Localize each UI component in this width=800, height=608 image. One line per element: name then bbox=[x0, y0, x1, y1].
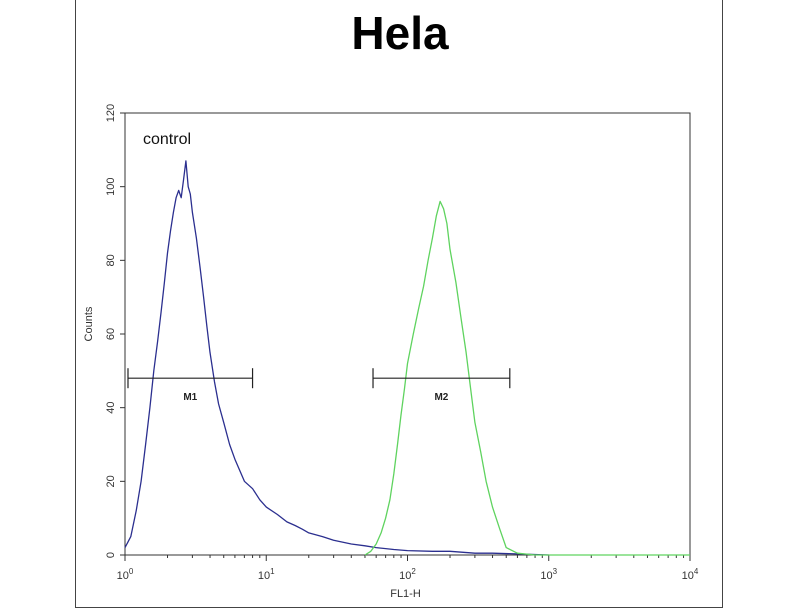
y-tick-label: 80 bbox=[105, 254, 117, 266]
chart-title: Hela bbox=[351, 7, 449, 59]
x-tick-label: 102 bbox=[399, 567, 416, 582]
x-tick-label: 100 bbox=[117, 567, 134, 582]
y-tick-label: 120 bbox=[105, 104, 117, 122]
marker-label: M1 bbox=[183, 392, 197, 403]
x-tick-label: 103 bbox=[540, 567, 557, 582]
y-tick-label: 20 bbox=[105, 475, 117, 487]
y-axis-label: Counts bbox=[83, 306, 95, 341]
annotation-control: control bbox=[143, 131, 191, 148]
x-axis-label: FL1-H bbox=[390, 588, 421, 600]
series-line-2 bbox=[364, 200, 690, 556]
y-tick-label: 0 bbox=[105, 552, 117, 558]
y-tick-label: 40 bbox=[105, 402, 117, 414]
y-tick-label: 100 bbox=[105, 177, 117, 195]
markers-group: M1 M2 bbox=[127, 368, 511, 403]
series-group bbox=[124, 160, 690, 556]
marker-label: M2 bbox=[434, 392, 448, 403]
y-tick-label: 60 bbox=[105, 328, 117, 340]
plot-area bbox=[124, 112, 691, 556]
x-tick-label: 101 bbox=[258, 567, 275, 582]
x-tick-label: 104 bbox=[682, 567, 699, 582]
axes: 0 20 40 60 80 100 120 100 101 102 103 104 bbox=[105, 104, 699, 582]
series-line-1 bbox=[124, 160, 549, 556]
